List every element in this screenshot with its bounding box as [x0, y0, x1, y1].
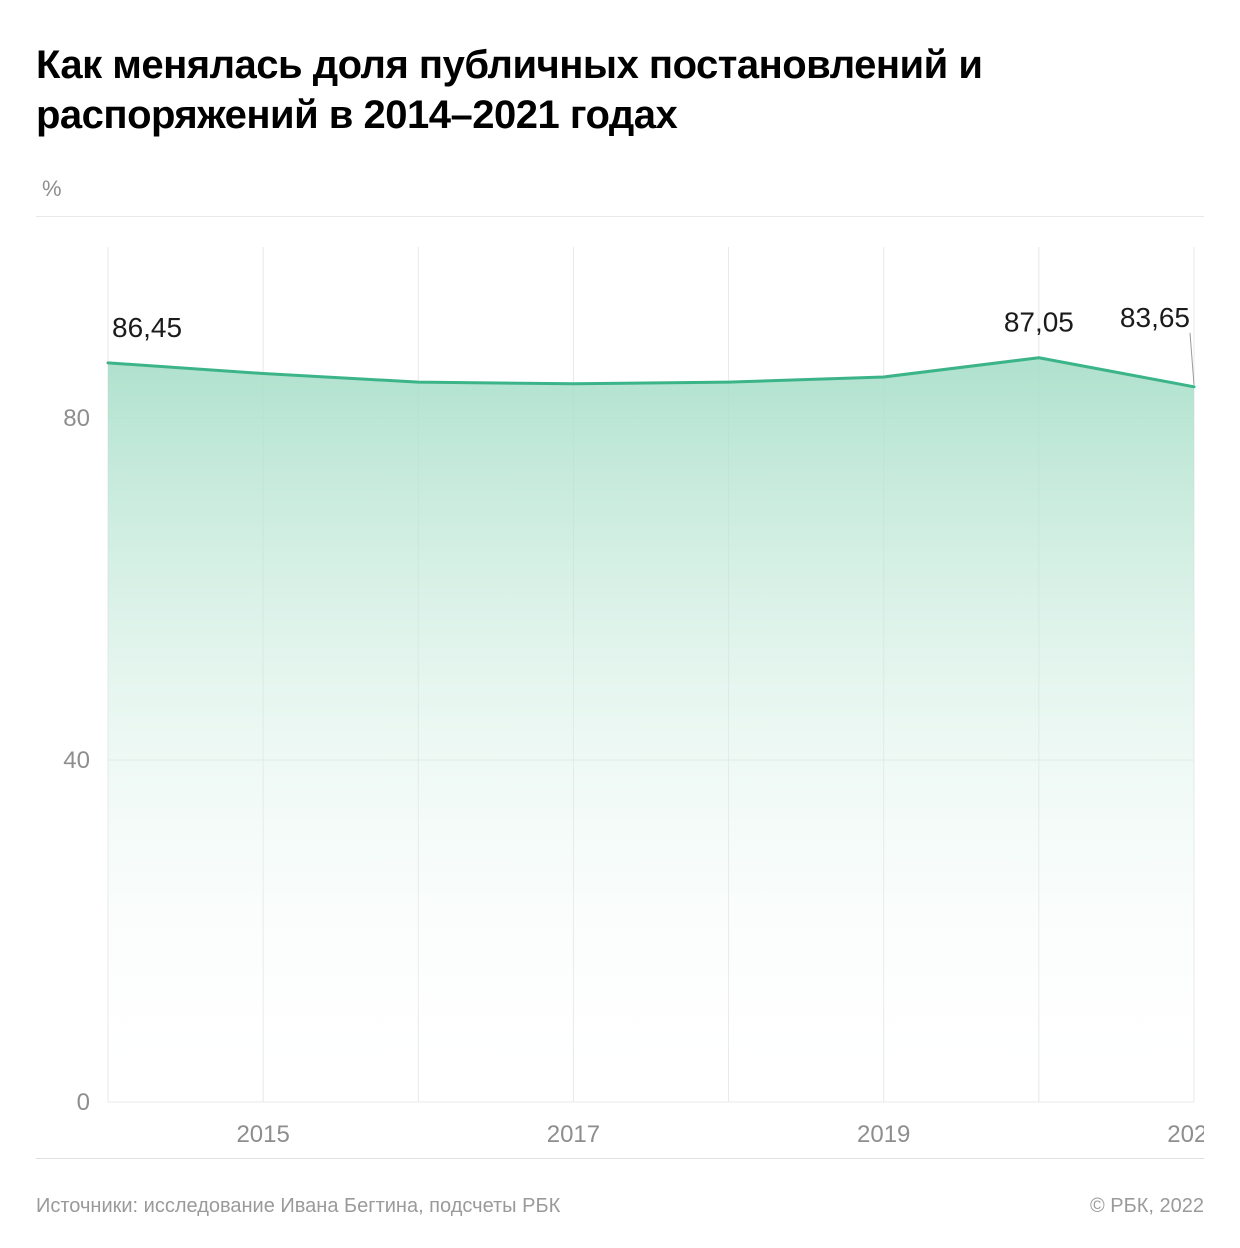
- svg-text:2021: 2021: [1167, 1121, 1204, 1148]
- svg-text:40: 40: [63, 747, 90, 774]
- y-axis-unit: %: [42, 176, 1204, 202]
- svg-text:2017: 2017: [547, 1121, 600, 1148]
- svg-text:0: 0: [77, 1089, 90, 1116]
- area-chart-svg: 0 40 80 2015 2017 2019 2021 86,45 87,05 83,65: [36, 217, 1204, 1158]
- copyright-text: © РБК, 2022: [1090, 1195, 1204, 1218]
- svg-text:2015: 2015: [236, 1121, 289, 1148]
- svg-text:80: 80: [63, 405, 90, 432]
- chart-title: Как менялась доля публичных постановлени…: [36, 40, 1204, 140]
- source-text: Источники: исследование Ивана Бегтина, п…: [36, 1195, 560, 1218]
- svg-text:2019: 2019: [857, 1121, 910, 1148]
- svg-text:83,65: 83,65: [1120, 302, 1190, 333]
- chart-footer: Источники: исследование Ивана Бегтина, п…: [36, 1187, 1204, 1218]
- svg-text:87,05: 87,05: [1004, 307, 1074, 338]
- chart-area: 0 40 80 2015 2017 2019 2021 86,45 87,05 83,65: [36, 216, 1204, 1159]
- svg-text:86,45: 86,45: [112, 312, 182, 343]
